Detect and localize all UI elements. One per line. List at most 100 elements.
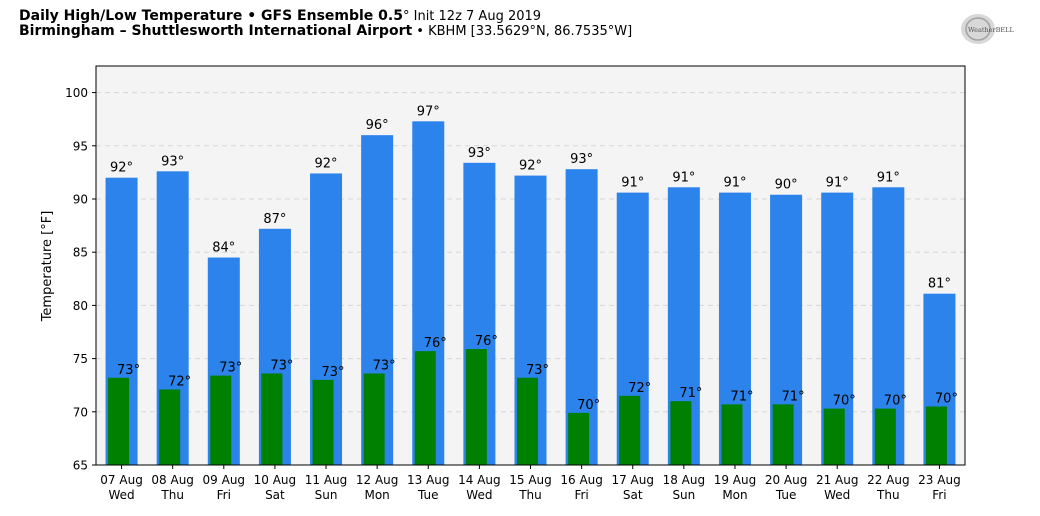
y-tick-label: 95 <box>73 139 88 153</box>
high-temperature-bars <box>105 121 956 466</box>
low-bar <box>465 349 487 465</box>
x-tick-label-day: Sun <box>672 488 695 502</box>
x-tick-label-date: 22 Aug <box>867 473 910 487</box>
low-bar-label: 73° <box>373 358 396 373</box>
x-tick-label-day: Thu <box>518 488 542 502</box>
high-bar-label: 91° <box>826 176 849 191</box>
y-tick-label: 100 <box>65 86 88 100</box>
title-main: Daily High/Low Temperature • GFS Ensembl… <box>19 8 403 24</box>
low-bar <box>823 408 845 465</box>
low-bar-label: 72° <box>628 381 651 396</box>
low-bar-label: 73° <box>117 363 140 378</box>
high-bar-label: 91° <box>621 176 644 191</box>
bar-labels: 92° 73° 93° 72° 84° 73° 87° 73° 92° 73° 96° 73° 97° 7… <box>110 104 958 413</box>
low-bar-label: 70° <box>935 391 958 406</box>
low-bar-label: 71° <box>730 389 753 404</box>
x-tick-label-day: Fri <box>217 488 231 502</box>
x-tick-label-date: 17 Aug <box>611 473 654 487</box>
low-bar-label: 76° <box>424 336 447 351</box>
title-degree: ° <box>402 9 410 24</box>
y-tick-label: 80 <box>73 299 88 313</box>
x-tick-label-date: 09 Aug <box>203 473 246 487</box>
y-tick-label: 90 <box>73 193 88 207</box>
x-tick-label-date: 19 Aug <box>714 473 757 487</box>
x-tick-label-day: Tue <box>775 488 797 502</box>
high-bar-label: 91° <box>877 170 900 185</box>
x-tick-label-day: Sat <box>623 488 643 502</box>
x-tick-label-day: Thu <box>876 488 900 502</box>
low-bar-label: 70° <box>577 398 600 413</box>
x-tick-label-date: 07 Aug <box>100 473 143 487</box>
high-bar-label: 84° <box>212 241 235 256</box>
weatherbell-logo: WeatherBELL <box>961 14 1014 44</box>
x-tick-label-day: Fri <box>932 488 946 502</box>
x-tick-label-date: 18 Aug <box>663 473 706 487</box>
low-bar-label: 76° <box>475 334 498 349</box>
low-bar <box>874 408 896 465</box>
x-tick-label-day: Sat <box>265 488 285 502</box>
x-tick-label-day: Mon <box>722 488 747 502</box>
x-tick-label-day: Tue <box>417 488 439 502</box>
title-init: Init 12z 7 Aug 2019 <box>409 9 542 24</box>
x-tick-label-day: Wed <box>466 488 492 502</box>
low-bar-label: 71° <box>782 389 805 404</box>
x-tick-label-date: 16 Aug <box>560 473 603 487</box>
low-bar <box>159 389 181 465</box>
low-bar-label: 73° <box>270 358 293 373</box>
low-bar-label: 70° <box>884 394 907 409</box>
low-bar <box>414 351 436 465</box>
low-bar-label: 73° <box>322 365 345 380</box>
high-bar-label: 92° <box>110 161 133 176</box>
low-bar-label: 72° <box>168 374 191 389</box>
y-axis-label: Temperature [°F] <box>40 211 55 323</box>
chart-subtitle: Birmingham – Shuttlesworth International… <box>19 23 632 39</box>
low-bar <box>108 377 130 465</box>
high-bar-label: 92° <box>519 159 542 174</box>
high-bar-label: 91° <box>723 176 746 191</box>
low-bar <box>210 375 232 465</box>
x-tick-label-date: 15 Aug <box>509 473 552 487</box>
x-tick-label-date: 20 Aug <box>765 473 808 487</box>
chart-title: Daily High/Low Temperature • GFS Ensembl… <box>19 8 541 24</box>
x-tick-label-date: 21 Aug <box>816 473 859 487</box>
low-temperature-bars <box>108 349 947 465</box>
high-bar-label: 87° <box>263 212 286 227</box>
low-bar <box>721 404 743 465</box>
x-tick-label-day: Wed <box>824 488 850 502</box>
low-bar-label: 70° <box>833 394 856 409</box>
y-tick-label: 65 <box>73 459 88 473</box>
x-tick-label-date: 10 Aug <box>254 473 297 487</box>
low-bar-label: 73° <box>219 361 242 376</box>
high-bar-label: 93° <box>161 154 184 169</box>
high-bar-label: 93° <box>468 146 491 161</box>
high-bar-label: 91° <box>672 170 695 185</box>
low-bar <box>363 373 385 465</box>
x-tick-label-day: Wed <box>108 488 134 502</box>
low-bar <box>517 377 538 465</box>
y-tick-label: 75 <box>73 352 88 366</box>
low-bar <box>772 404 794 465</box>
x-tick-label-day: Fri <box>574 488 588 502</box>
high-bar-label: 97° <box>417 104 440 119</box>
high-bar-label: 92° <box>315 156 338 171</box>
subtitle-station: • KBHM [33.5629°N, 86.7535°W] <box>412 24 633 39</box>
high-bar-label: 93° <box>570 152 593 167</box>
x-tick-label-date: 14 Aug <box>458 473 501 487</box>
x-tick-label-date: 11 Aug <box>305 473 348 487</box>
x-tick-label-day: Sun <box>315 488 338 502</box>
high-bar-label: 96° <box>366 118 389 133</box>
y-tick-label: 70 <box>73 405 88 419</box>
high-bar-label: 81° <box>928 277 951 292</box>
low-bar <box>925 406 947 465</box>
x-tick-label-date: 23 Aug <box>918 473 961 487</box>
x-tick-label-date: 08 Aug <box>151 473 194 487</box>
subtitle-location: Birmingham – Shuttlesworth International… <box>19 23 413 39</box>
low-bar <box>312 379 334 465</box>
low-bar <box>670 401 692 465</box>
low-bar-label: 73° <box>526 363 549 378</box>
y-axis: 65 70 75 80 85 90 95 100 <box>65 86 96 473</box>
low-bar <box>619 395 641 465</box>
x-tick-label-date: 13 Aug <box>407 473 450 487</box>
x-tick-label-date: 12 Aug <box>356 473 399 487</box>
